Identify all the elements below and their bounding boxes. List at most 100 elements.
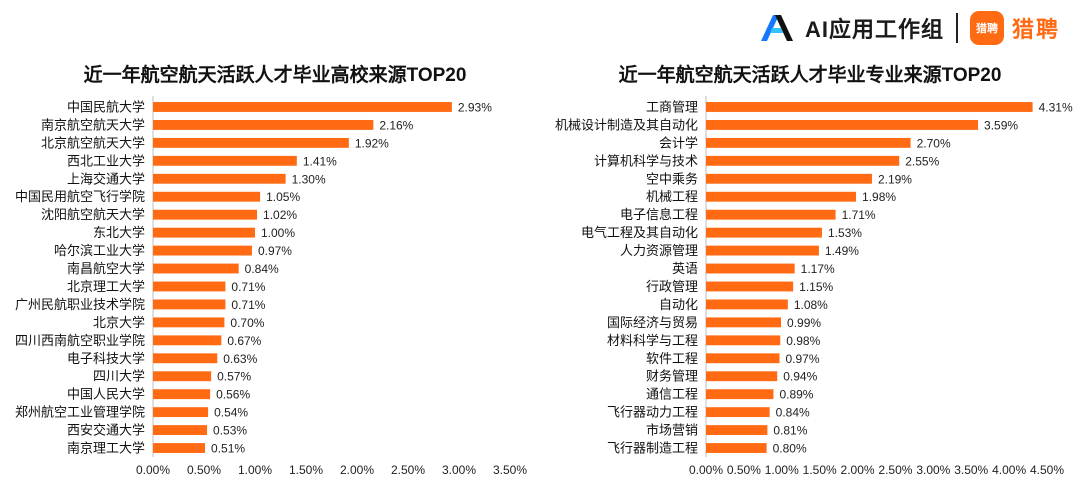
category-label: 机械设计制造及其自动化 [555, 117, 698, 132]
bar [706, 353, 780, 364]
bar [706, 407, 770, 418]
bar [153, 102, 452, 112]
category-label: 工商管理 [646, 99, 698, 114]
data-label: 0.97% [258, 244, 292, 258]
x-tick-label: 3.50% [493, 463, 527, 477]
chart-title-majors: 近一年航空航天活跃人才毕业专业来源TOP20 [618, 65, 1002, 86]
category-label: 自动化 [659, 297, 698, 312]
category-label: 计算机科学与技术 [594, 153, 698, 168]
data-label: 2.55% [905, 154, 939, 168]
x-tick-label: 0.50% [187, 463, 221, 477]
category-label: 南京航空航天大学 [41, 117, 145, 132]
data-label: 0.57% [217, 370, 251, 384]
category-label: 电子科技大学 [67, 351, 145, 366]
data-label: 3.59% [984, 118, 1018, 132]
data-label: 0.94% [783, 370, 817, 384]
category-label: 会计学 [659, 135, 698, 150]
category-label: 中国人民大学 [67, 387, 145, 402]
category-label: 哈尔滨工业大学 [54, 243, 145, 258]
data-label: 0.67% [227, 334, 261, 348]
brand-header: AI应用工作组 猎聘 猎聘 [759, 8, 1060, 48]
bar [153, 389, 211, 400]
data-label: 1.17% [801, 262, 835, 276]
x-tick-label: 2.50% [391, 463, 425, 477]
data-label: 1.15% [799, 280, 833, 294]
bar [153, 353, 218, 364]
category-label: 国际经济与贸易 [607, 315, 698, 330]
ai-logo-icon [760, 15, 793, 41]
bar [706, 371, 778, 382]
data-label: 1.98% [862, 190, 896, 204]
data-label: 2.93% [458, 100, 492, 114]
bar [706, 263, 795, 274]
bar [153, 227, 255, 238]
data-label: 1.00% [261, 226, 295, 240]
bar [706, 191, 857, 202]
data-label: 4.31% [1039, 100, 1073, 114]
category-label: 北京航空航天大学 [41, 135, 145, 150]
data-label: 0.71% [231, 298, 265, 312]
x-tick-label: 1.00% [765, 463, 799, 477]
bar [153, 425, 208, 436]
bar [153, 191, 261, 202]
category-label: 财务管理 [646, 369, 698, 384]
bar [153, 155, 297, 166]
x-tick-label: 0.00% [689, 463, 723, 477]
bar [153, 137, 349, 148]
chart-title-universities: 近一年航空航天活跃人才毕业高校来源TOP20 [83, 65, 467, 86]
bar [153, 209, 258, 220]
category-label: 机械工程 [646, 189, 698, 204]
x-tick-label: 2.00% [841, 463, 875, 477]
data-label: 2.19% [878, 172, 912, 186]
data-label: 1.53% [828, 226, 862, 240]
data-label: 0.84% [245, 262, 279, 276]
category-label: 材料科学与工程 [607, 333, 698, 348]
category-label: 空中乘务 [646, 171, 698, 186]
x-tick-label: 0.00% [136, 463, 170, 477]
data-label: 0.70% [230, 316, 264, 330]
category-label: 电气工程及其自动化 [581, 225, 698, 240]
bar [153, 317, 225, 328]
data-label: 1.30% [292, 172, 326, 186]
bar [706, 209, 836, 220]
ai-group-name: AI应用工作组 [804, 17, 944, 42]
bar [706, 155, 900, 166]
data-label: 2.70% [917, 136, 951, 150]
data-label: 0.51% [211, 442, 245, 456]
x-tick-label: 1.00% [238, 463, 272, 477]
data-label: 0.84% [776, 406, 810, 420]
category-label: 西北工业大学 [67, 153, 145, 168]
bar [153, 245, 252, 256]
x-tick-label: 1.50% [803, 463, 837, 477]
x-tick-label: 4.00% [992, 463, 1026, 477]
category-label: 电子信息工程 [620, 207, 698, 222]
x-tick-label: 3.00% [442, 463, 476, 477]
category-label: 四川大学 [93, 369, 145, 384]
bar [153, 371, 212, 382]
x-tick-label: 4.50% [1030, 463, 1064, 477]
bar [706, 227, 822, 238]
bar [706, 137, 911, 148]
bar [706, 245, 819, 256]
data-label: 1.02% [263, 208, 297, 222]
category-label: 郑州航空工业管理学院 [15, 405, 145, 420]
x-tick-label: 3.00% [916, 463, 950, 477]
bar [706, 425, 768, 436]
data-label: 0.97% [786, 352, 820, 366]
bar [153, 443, 206, 453]
data-label: 0.63% [223, 352, 257, 366]
category-label: 英语 [672, 261, 698, 276]
brand-divider [955, 13, 958, 43]
data-label: 1.92% [355, 136, 389, 150]
category-label: 四川西南航空职业学院 [15, 333, 145, 348]
category-label: 飞行器制造工程 [607, 441, 698, 456]
data-label: 0.80% [773, 442, 807, 456]
data-label: 0.54% [214, 406, 248, 420]
data-label: 0.53% [213, 424, 247, 438]
category-label: 南昌航空大学 [67, 261, 145, 276]
data-label: 1.05% [266, 190, 300, 204]
data-label: 1.71% [842, 208, 876, 222]
data-label: 1.41% [303, 154, 337, 168]
